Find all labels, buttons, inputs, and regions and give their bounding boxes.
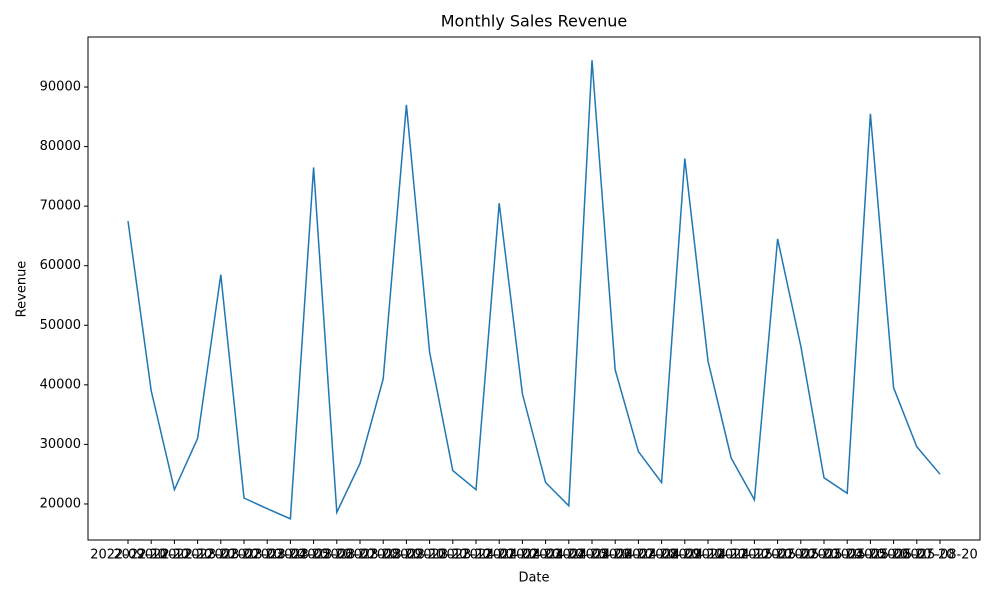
x-tick-label: 2024-10-20	[670, 548, 746, 563]
x-tick-label: 2024-04-20	[531, 548, 607, 563]
x-axis-label: Date	[518, 571, 549, 586]
x-tick-label: 2024-09-20	[647, 548, 723, 563]
x-tick-label: 2025-04-20	[809, 548, 885, 563]
x-tick-label: 2023-09-20	[369, 548, 445, 563]
x-tick-label: 2023-11-20	[415, 548, 491, 563]
x-tick-label: 2025-07-20	[879, 548, 955, 563]
line-series	[127, 60, 941, 520]
x-tick-label: 2025-08-20	[902, 548, 978, 563]
x-tick-label: 2024-03-20	[508, 548, 584, 563]
x-tick-label: 2025-06-20	[856, 548, 932, 563]
x-tick-label: 2024-07-20	[601, 548, 677, 563]
x-tick-label: 2024-01-20	[461, 548, 537, 563]
x-tick-label: 2024-02-20	[485, 548, 561, 563]
x-tick-label: 2024-06-20	[577, 548, 653, 563]
x-tick-label: 2023-01-20	[183, 548, 259, 563]
x-tick-label: 2024-12-20	[717, 548, 793, 563]
y-tick-label: 40000	[40, 377, 81, 392]
y-tick-label: 70000	[40, 199, 81, 214]
x-tick-label: 2023-10-20	[392, 548, 468, 563]
y-tick-label: 30000	[40, 437, 81, 452]
y-tick-label: 80000	[40, 139, 81, 154]
x-tick-label: 2023-03-20	[229, 548, 305, 563]
x-tick-label: 2025-01-20	[740, 548, 816, 563]
x-tick-label: 2023-04-20	[253, 548, 329, 563]
x-tick-label: 2022-12-20	[160, 548, 236, 563]
x-tick-label: 2025-03-20	[786, 548, 862, 563]
x-tick-label: 2023-07-20	[322, 548, 398, 563]
x-tick-label: 2023-06-20	[299, 548, 375, 563]
plot-frame	[87, 36, 981, 541]
x-tick-label: 2024-05-20	[554, 548, 630, 563]
x-tick-label: 2024-11-20	[693, 548, 769, 563]
y-tick-label: 90000	[40, 80, 81, 95]
x-tick-label: 2025-02-20	[763, 548, 839, 563]
x-tick-label: 2022-11-20	[137, 548, 213, 563]
x-tick-label: 2024-08-20	[624, 548, 700, 563]
x-tick-label: 2022-10-20	[113, 548, 189, 563]
y-tick-label: 50000	[40, 318, 81, 333]
x-tick-label: 2022-09-20	[90, 548, 166, 563]
chart-title: Monthly Sales Revenue	[441, 12, 628, 31]
x-tick-label: 2025-05-20	[833, 548, 909, 563]
y-tick-label: 20000	[40, 496, 81, 511]
y-tick-label: 60000	[40, 258, 81, 273]
x-tick-label: 2023-08-20	[345, 548, 421, 563]
x-tick-label: 2023-12-20	[438, 548, 514, 563]
x-tick-label: 2023-05-20	[276, 548, 352, 563]
y-axis-label: Revenue	[15, 261, 30, 318]
x-tick-label: 2023-02-20	[206, 548, 282, 563]
